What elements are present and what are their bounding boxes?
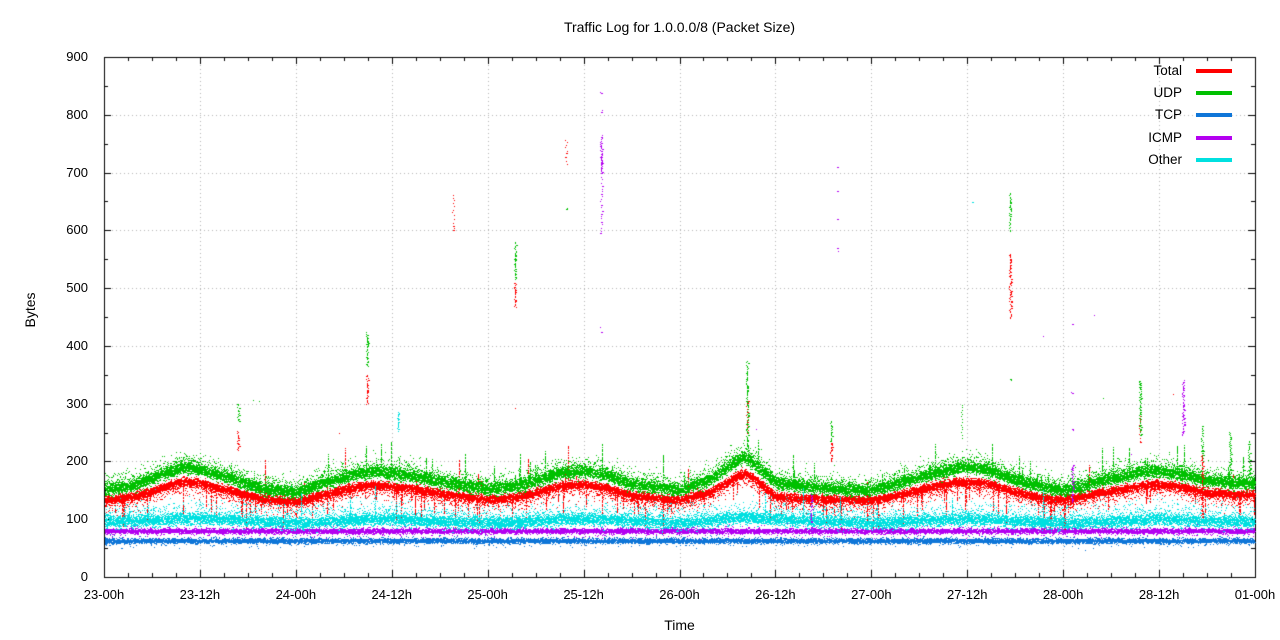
- y-tick-label: 700: [66, 164, 88, 180]
- legend-label: Total: [1153, 63, 1182, 78]
- y-tick-label: 100: [66, 511, 88, 527]
- legend-label: UDP: [1153, 85, 1182, 100]
- y-tick-label: 400: [66, 337, 88, 353]
- legend-label: ICMP: [1148, 130, 1182, 145]
- x-tick-label: 23-00h: [83, 587, 125, 602]
- x-tick-label: 27-12h: [947, 587, 988, 602]
- x-tick-label: 26-12h: [755, 587, 796, 602]
- x-tick-label: 23-12h: [179, 587, 221, 602]
- y-tick-label: 600: [66, 222, 88, 238]
- legend-label: TCP: [1155, 107, 1182, 122]
- x-tick-label: 25-00h: [467, 587, 508, 602]
- x-tick-label: 01-00h: [1234, 587, 1276, 602]
- legend-row: UDP: [1153, 85, 1232, 101]
- x-tick-label: 24-12h: [371, 587, 412, 602]
- legend-row: TCP: [1155, 107, 1232, 123]
- x-tick-label: 28-00h: [1042, 587, 1084, 602]
- y-tick-label: 800: [66, 106, 88, 122]
- y-tick-label: 300: [66, 395, 88, 411]
- legend-color-sample: [1196, 113, 1232, 117]
- legend-color-sample: [1196, 91, 1232, 95]
- x-axis-label: Time: [664, 617, 695, 633]
- legend-label: Other: [1148, 152, 1182, 167]
- y-tick-label: 900: [66, 49, 88, 64]
- chart-title: Traffic Log for 1.0.0.0/8 (Packet Size): [563, 19, 796, 35]
- legend-row: Other: [1148, 152, 1232, 168]
- y-tick-label: 0: [80, 569, 88, 584]
- x-tick-label: 26-00h: [659, 587, 700, 602]
- legend-color-sample: [1196, 158, 1232, 162]
- legend-color-sample: [1196, 69, 1232, 73]
- legend-row: ICMP: [1148, 130, 1232, 146]
- legend-color-sample: [1196, 136, 1232, 140]
- legend-row: Total: [1153, 63, 1232, 79]
- y-tick-label: 500: [66, 280, 88, 296]
- x-tick-label: 27-00h: [851, 587, 892, 602]
- x-tick-label: 25-12h: [563, 587, 604, 602]
- y-tick-label: 200: [66, 453, 88, 469]
- y-axis-label: Bytes: [22, 292, 38, 328]
- x-tick-label: 28-12h: [1138, 587, 1180, 602]
- x-tick-label: 24-00h: [275, 587, 317, 602]
